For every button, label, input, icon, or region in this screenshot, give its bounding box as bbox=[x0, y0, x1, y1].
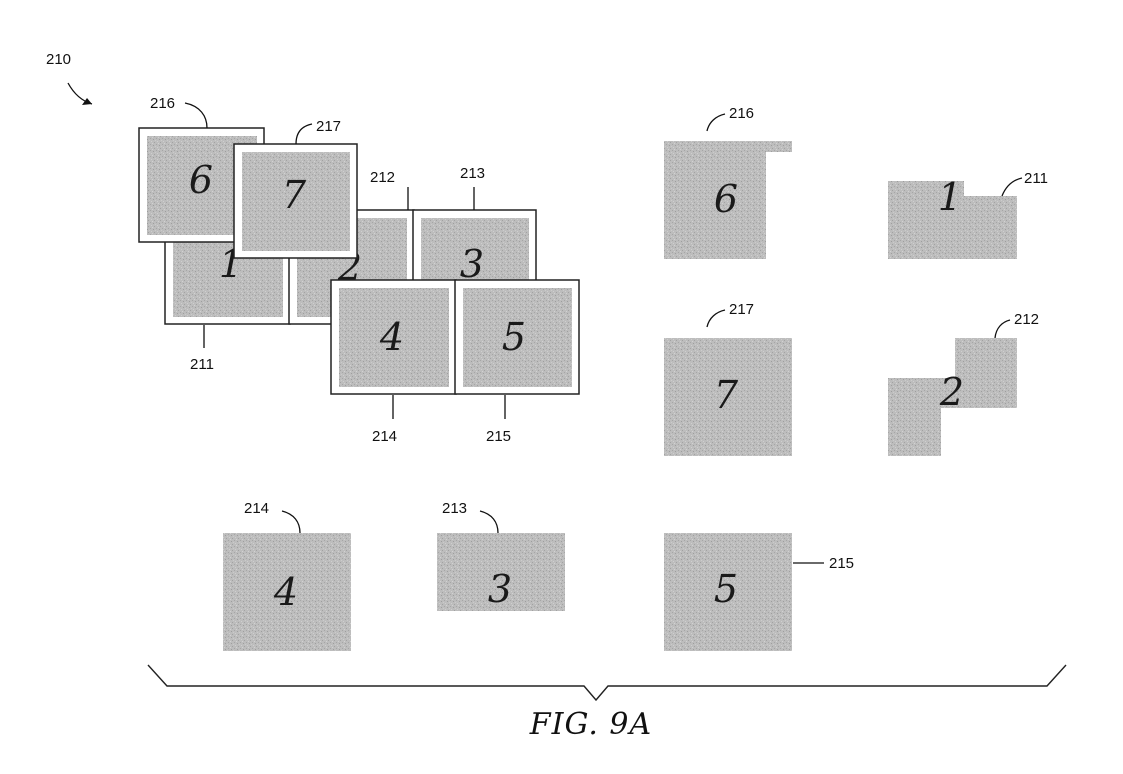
assembly-tile-217: 7 bbox=[234, 144, 357, 258]
ref-label-212-a: 212 bbox=[370, 169, 395, 186]
piece-leader-212 bbox=[995, 320, 1010, 338]
piece-ref-215: 215 bbox=[829, 555, 854, 572]
piece-digit-4: 4 bbox=[273, 570, 298, 614]
ref-label-216-a: 216 bbox=[150, 95, 175, 112]
piece-leader-213 bbox=[480, 511, 498, 533]
grouping-brace bbox=[148, 665, 1066, 700]
piece-digit-3: 3 bbox=[488, 567, 512, 611]
piece-digit-2: 2 bbox=[939, 370, 964, 414]
piece-leader-211 bbox=[1002, 178, 1022, 196]
leader-217 bbox=[296, 124, 312, 144]
assembly-digit-5: 5 bbox=[502, 315, 526, 359]
tile-assembly: 1 2 3 6 7 4 bbox=[139, 95, 579, 445]
arrow-210-head bbox=[82, 98, 92, 105]
piece-ref-211: 211 bbox=[1024, 170, 1048, 187]
piece-ref-214: 214 bbox=[244, 500, 269, 517]
piece-214: 4 214 bbox=[223, 500, 351, 651]
piece-ref-212: 212 bbox=[1014, 311, 1039, 328]
figure-caption: FIG. 9A bbox=[529, 707, 652, 742]
piece-217: 7 217 bbox=[664, 301, 792, 456]
piece-211: 1 211 bbox=[888, 170, 1048, 259]
ref-label-217-a: 217 bbox=[316, 118, 341, 135]
piece-digit-6: 6 bbox=[714, 177, 738, 221]
leader-216 bbox=[185, 103, 207, 128]
piece-215: 5 215 bbox=[664, 533, 854, 651]
assembly-digit-4: 4 bbox=[379, 315, 404, 359]
reference-210: 210 bbox=[46, 51, 92, 105]
piece-216: 6 216 bbox=[664, 105, 792, 259]
assembly-digit-7: 7 bbox=[282, 173, 307, 217]
assembly-tile-214: 4 bbox=[331, 280, 456, 394]
ref-label-213-a: 213 bbox=[460, 165, 485, 182]
piece-digit-5: 5 bbox=[714, 567, 738, 611]
piece-ref-213: 213 bbox=[442, 500, 467, 517]
ref-label-214-a: 214 bbox=[372, 428, 397, 445]
piece-leader-214 bbox=[282, 511, 300, 533]
piece-digit-1: 1 bbox=[938, 175, 962, 219]
ref-label-215-a: 215 bbox=[486, 428, 511, 445]
assembly-digit-6: 6 bbox=[189, 158, 213, 202]
piece-ref-216: 216 bbox=[729, 105, 754, 122]
piece-leader-217 bbox=[707, 310, 725, 327]
piece-212: 2 212 bbox=[888, 311, 1039, 456]
assembly-tile-215: 5 bbox=[455, 280, 579, 394]
piece-leader-216 bbox=[707, 114, 725, 131]
ref-label-211-a: 211 bbox=[190, 356, 214, 373]
piece-ref-217: 217 bbox=[729, 301, 754, 318]
ref-label-210: 210 bbox=[46, 51, 71, 68]
piece-213: 3 213 bbox=[437, 500, 565, 611]
piece-digit-7: 7 bbox=[714, 373, 739, 417]
